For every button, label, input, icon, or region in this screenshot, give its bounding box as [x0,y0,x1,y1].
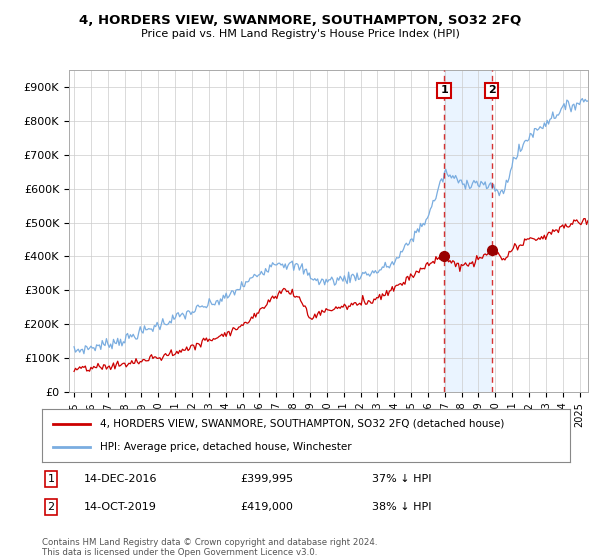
Text: 14-DEC-2016: 14-DEC-2016 [84,474,157,484]
Bar [444,70,492,392]
Text: £399,995: £399,995 [240,474,293,484]
Text: £419,000: £419,000 [240,502,293,512]
Text: 4, HORDERS VIEW, SWANMORE, SOUTHAMPTON, SO32 2FQ (detached house): 4, HORDERS VIEW, SWANMORE, SOUTHAMPTON, … [100,419,505,429]
Text: 2: 2 [488,85,496,95]
Text: 1: 1 [440,85,448,95]
Text: 14-OCT-2019: 14-OCT-2019 [84,502,157,512]
Text: 38% ↓ HPI: 38% ↓ HPI [372,502,431,512]
Text: Contains HM Land Registry data © Crown copyright and database right 2024.
This d: Contains HM Land Registry data © Crown c… [42,538,377,557]
Text: HPI: Average price, detached house, Winchester: HPI: Average price, detached house, Winc… [100,442,352,452]
Text: Price paid vs. HM Land Registry's House Price Index (HPI): Price paid vs. HM Land Registry's House … [140,29,460,39]
Text: 37% ↓ HPI: 37% ↓ HPI [372,474,431,484]
Text: 2: 2 [47,502,55,512]
Text: 4, HORDERS VIEW, SWANMORE, SOUTHAMPTON, SO32 2FQ: 4, HORDERS VIEW, SWANMORE, SOUTHAMPTON, … [79,14,521,27]
Text: 1: 1 [47,474,55,484]
